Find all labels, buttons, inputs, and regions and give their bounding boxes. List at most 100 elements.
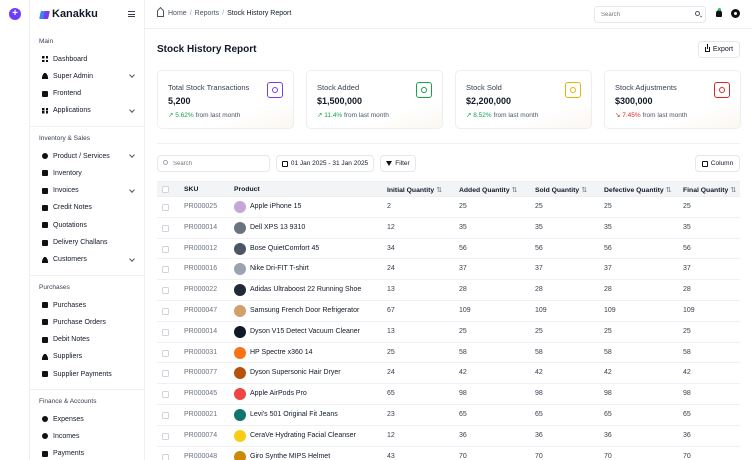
table-row[interactable]: PR000048 Giro Synthe MIPS Helmet 43 70 70 70 7… — [157, 446, 740, 460]
row-checkbox[interactable] — [162, 224, 169, 232]
sidebar-item-frontend[interactable]: Frontend — [42, 87, 134, 101]
sort-icon[interactable]: ⇅ — [665, 187, 672, 194]
chevron-down-icon — [129, 255, 135, 262]
sidebar-item-label: Supplier Payments — [53, 370, 112, 378]
table-row[interactable]: PR000025 Apple iPhone 15 2 25 25 25 25 — [157, 197, 740, 218]
sidebar-item-quotations[interactable]: Quotations — [42, 218, 134, 232]
payment-icon — [42, 371, 48, 378]
table-row[interactable]: PR000074 CeraVe Hydrating Facial Cleanser… — [157, 425, 740, 447]
table-row[interactable]: PR000022 Adidas Ultraboost 22 Running Sho… — [157, 280, 740, 301]
row-checkbox[interactable] — [162, 391, 169, 399]
notification-bell-icon[interactable] — [716, 8, 722, 17]
sidebar-item-expenses[interactable]: Expenses — [42, 412, 134, 426]
cell-sold: 70 — [535, 452, 543, 460]
sort-icon[interactable]: ⇅ — [581, 187, 587, 194]
table-row[interactable]: PR000077 Dyson Supersonic Hair Dryer 24 42 4… — [157, 363, 740, 385]
sidebar-item-purchases[interactable]: Purchases — [42, 298, 134, 312]
row-checkbox[interactable] — [162, 349, 169, 357]
sidebar-item-incomes[interactable]: Incomes — [42, 429, 134, 443]
breadcrumb-home[interactable]: Home — [168, 10, 187, 17]
row-checkbox[interactable] — [162, 266, 169, 274]
table-row[interactable]: PR000012 Bose QuietComfort 45 34 56 56 56 56 — [157, 238, 740, 260]
column-header[interactable]: Defective Quantity ⇅ — [604, 186, 671, 194]
column-header[interactable]: Sold Quantity ⇅ — [535, 186, 587, 194]
stat-card-trend-suffix: from last month — [195, 112, 241, 119]
row-checkbox[interactable] — [162, 453, 169, 460]
sidebar-item-label: Dashboard — [53, 55, 88, 63]
sidebar-item-super-admin[interactable]: Super Admin — [42, 69, 135, 83]
cell-product[interactable]: Dyson Supersonic Hair Dryer — [250, 369, 341, 377]
cell-product[interactable]: Samsung French Door Refrigerator — [250, 306, 360, 314]
table-row[interactable]: PR000014 Dell XPS 13 9310 12 35 35 35 35 — [157, 217, 740, 239]
column-button[interactable]: Column — [695, 155, 740, 172]
sort-icon[interactable]: ⇅ — [436, 187, 442, 194]
table-row[interactable]: PR000047 Samsung French Door Refrigerator… — [157, 300, 740, 322]
cell-product[interactable]: Apple iPhone 15 — [250, 203, 302, 210]
add-icon[interactable]: + — [9, 8, 21, 20]
brand-logo[interactable]: Kanakku — [40, 8, 98, 20]
sort-icon[interactable]: ⇅ — [730, 187, 737, 194]
column-header-label: Added Quantity — [459, 187, 510, 194]
cell-product[interactable]: Bose QuietComfort 45 — [250, 244, 320, 252]
apps-icon — [42, 107, 48, 114]
menu-toggle-icon[interactable] — [128, 11, 135, 17]
row-checkbox[interactable] — [162, 370, 169, 378]
breadcrumb-reports[interactable]: Reports — [194, 10, 220, 17]
table-row[interactable]: PR000031 HP Spectre x360 14 25 58 58 58 58 — [157, 342, 740, 364]
column-header[interactable]: Initial Quantity ⇅ — [387, 186, 442, 194]
cell-product[interactable]: Apple AirPods Pro — [250, 390, 307, 398]
select-all-checkbox[interactable] — [162, 186, 169, 193]
cell-product[interactable]: Adidas Ultraboost 22 Running Shoe — [250, 286, 362, 294]
row-checkbox[interactable] — [162, 328, 169, 336]
sidebar-item-suppliers[interactable]: Suppliers — [42, 350, 134, 364]
invoice-icon — [42, 187, 48, 194]
sidebar-item-supplier-payments[interactable]: Supplier Payments — [42, 367, 134, 381]
table-row[interactable]: PR000014 Dyson V15 Detect Vacuum Cleaner 1… — [157, 321, 740, 343]
sidebar-item-credit-notes[interactable]: Credit Notes — [42, 201, 134, 215]
sort-icon[interactable]: ⇅ — [511, 187, 518, 194]
column-header[interactable]: Added Quantity ⇅ — [459, 186, 517, 194]
sidebar-item-payments[interactable]: Payments — [42, 447, 134, 460]
export-button[interactable]: Export — [698, 41, 740, 58]
sidebar-item-debit-notes[interactable]: Debit Notes — [42, 333, 134, 347]
table-row[interactable]: PR000021 Levi's 501 Original Fit Jeans 23 6… — [157, 404, 740, 426]
cell-product[interactable]: Levi's 501 Original Fit Jeans — [250, 410, 338, 418]
row-checkbox[interactable] — [162, 432, 169, 440]
cell-product[interactable]: Giro Synthe MIPS Helmet — [250, 452, 331, 460]
home-icon[interactable] — [157, 10, 164, 17]
column-header[interactable]: Final Quantity ⇅ — [683, 186, 736, 194]
stock-history-table: SKU Product Initial Quantity ⇅ Added Quantit… — [157, 181, 740, 460]
cell-initial: 23 — [387, 410, 395, 418]
row-checkbox[interactable] — [162, 307, 169, 315]
cell-product[interactable]: Nike Dri-FIT T-shirt — [250, 265, 309, 273]
product-thumbnail — [234, 304, 246, 317]
sidebar-item-purchase-orders[interactable]: Purchase Orders — [42, 315, 134, 329]
cell-product[interactable]: Dyson V15 Detect Vacuum Cleaner — [250, 327, 360, 335]
table-search-input[interactable] — [157, 155, 270, 172]
sidebar-item-applications[interactable]: Applications — [42, 104, 135, 118]
settings-gear-icon[interactable] — [732, 10, 739, 17]
search-icon[interactable] — [695, 11, 700, 16]
cell-sku: PR000074 — [184, 431, 218, 439]
cell-product[interactable]: CeraVe Hydrating Facial Cleanser — [250, 431, 356, 439]
cell-added: 35 — [459, 223, 467, 231]
global-search-input[interactable] — [594, 6, 706, 23]
sidebar-item-invoices[interactable]: Invoices — [42, 184, 135, 198]
date-range-picker[interactable]: 01 Jan 2025 - 31 Jan 2025 — [276, 155, 374, 172]
cell-defective: 98 — [604, 390, 612, 398]
sidebar-item-customers[interactable]: Customers — [42, 253, 135, 267]
row-checkbox[interactable] — [162, 204, 169, 211]
table-row[interactable]: PR000016 Nike Dri-FIT T-shirt 24 37 37 37 37 — [157, 259, 740, 281]
table-row[interactable]: PR000045 Apple AirPods Pro 65 98 98 98 98 — [157, 384, 740, 405]
sidebar-item-inventory[interactable]: Inventory — [42, 166, 134, 180]
expense-icon — [42, 416, 48, 422]
row-checkbox[interactable] — [162, 411, 169, 419]
sidebar-item-product-services[interactable]: Product / Services — [42, 149, 135, 163]
row-checkbox[interactable] — [162, 287, 169, 295]
sidebar-item-delivery-challans[interactable]: Delivery Challans — [42, 236, 134, 250]
cell-product[interactable]: Dell XPS 13 9310 — [250, 223, 306, 231]
filter-button[interactable]: Filter — [380, 155, 416, 172]
cell-product[interactable]: HP Spectre x360 14 — [250, 348, 313, 356]
sidebar-item-dashboard[interactable]: Dashboard — [42, 52, 134, 66]
row-checkbox[interactable] — [162, 245, 169, 253]
